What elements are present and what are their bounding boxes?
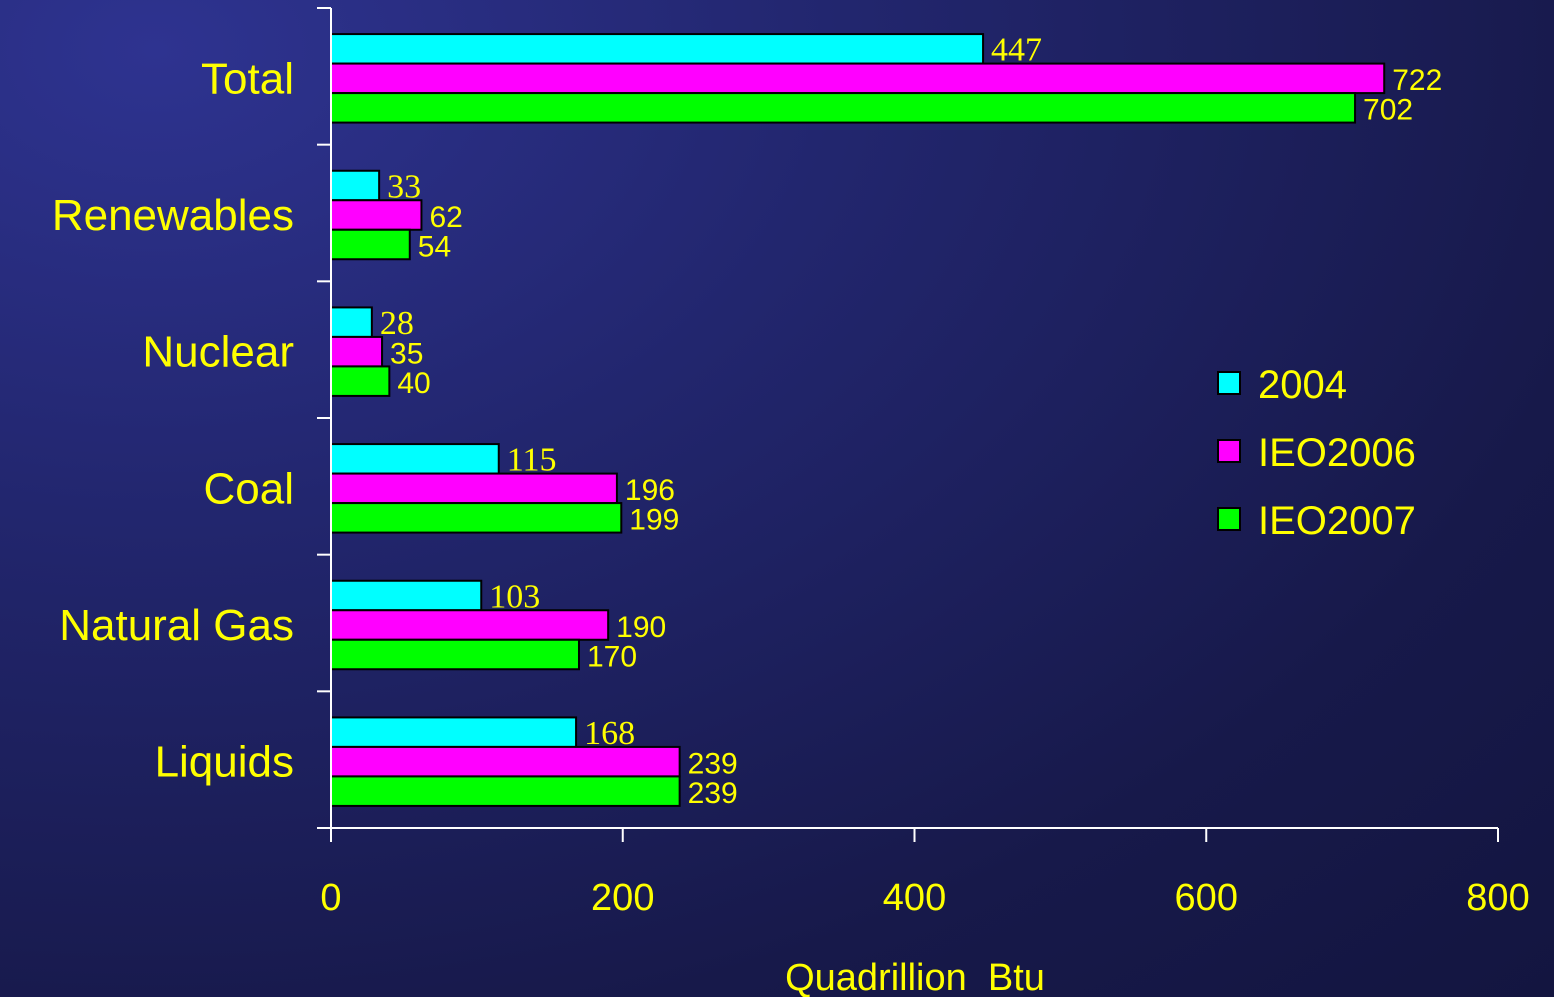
data-label: 103: [489, 578, 540, 615]
category-label: Renewables: [52, 191, 294, 240]
bar: [330, 472, 618, 505]
data-label: 239: [688, 777, 738, 810]
bar: [330, 33, 985, 65]
data-label: 196: [625, 474, 675, 507]
legend-swatch: [1217, 507, 1241, 531]
legend-label: IEO2006: [1258, 431, 1416, 475]
bar: [330, 169, 381, 202]
data-label: 33: [387, 168, 421, 205]
bar: [330, 92, 1357, 124]
bar: [330, 745, 681, 778]
data-label: 190: [616, 611, 666, 644]
bar: [330, 579, 483, 612]
bar: [330, 365, 391, 397]
bar: [330, 335, 384, 368]
category-label: Nuclear: [142, 328, 294, 377]
x-tick-label: 600: [1175, 877, 1238, 919]
x-tick-label: 400: [883, 877, 946, 919]
bar: [330, 502, 623, 534]
bar: [330, 62, 1386, 95]
data-label: 239: [688, 747, 738, 780]
bar: [330, 775, 681, 807]
bar: [330, 638, 580, 671]
data-label: 115: [507, 442, 557, 479]
data-label: 168: [584, 715, 635, 752]
data-label: 702: [1363, 94, 1413, 127]
x-tick-label: 200: [591, 877, 654, 919]
x-tick-label: 800: [1466, 877, 1529, 919]
legend-label: 2004: [1258, 363, 1347, 407]
data-label: 62: [429, 201, 462, 234]
bar: [330, 716, 578, 748]
category-label: Total: [201, 54, 294, 103]
data-label: 447: [991, 32, 1042, 69]
legend-swatch: [1217, 371, 1241, 395]
x-tick-label: 0: [320, 877, 341, 919]
bar: [330, 609, 610, 641]
category-label: Coal: [204, 464, 295, 513]
legend: 2004 IEO2006 IEO2007: [1217, 363, 1416, 543]
data-label: 722: [1392, 64, 1442, 97]
bar: [330, 306, 373, 338]
legend-label: IEO2007: [1258, 499, 1416, 543]
category-label: Liquids: [155, 738, 294, 787]
data-label: 170: [587, 640, 637, 673]
bar: [330, 228, 411, 261]
legend-swatch: [1217, 439, 1241, 463]
data-label: 28: [380, 305, 414, 342]
data-label: 35: [390, 337, 423, 370]
bar: [330, 199, 423, 231]
x-axis-title: Quadrillion Btu: [785, 957, 1045, 997]
axes-layer: Liquids Natural Gas Coal Nuclear Renewables T…: [52, 7, 1530, 919]
data-label: 40: [397, 367, 430, 400]
data-label: 54: [418, 230, 451, 263]
bar: [330, 443, 500, 475]
data-label: 199: [629, 504, 679, 537]
category-label: Natural Gas: [59, 601, 294, 650]
